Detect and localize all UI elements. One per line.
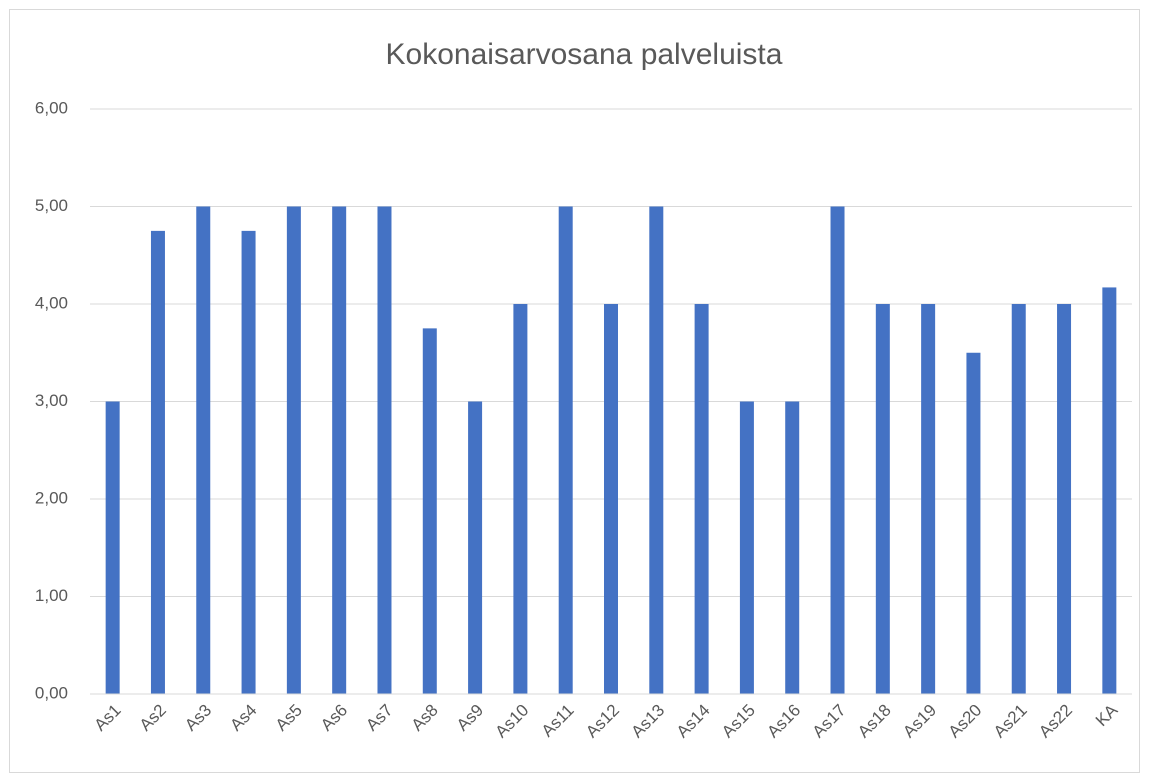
- chart-title: Kokonaisarvosana palveluista: [386, 38, 783, 71]
- bar: [875, 304, 890, 694]
- bar: [105, 401, 120, 694]
- bar: [468, 401, 483, 694]
- bar: [558, 206, 573, 694]
- y-tick-label: 6,00: [35, 98, 68, 117]
- y-tick-label: 5,00: [35, 196, 68, 215]
- y-tick-label: 1,00: [35, 586, 68, 605]
- bar: [1102, 287, 1117, 694]
- bar: [739, 401, 754, 694]
- bar: [513, 304, 528, 694]
- y-tick-label: 3,00: [35, 391, 68, 410]
- y-tick-label: 0,00: [35, 683, 68, 702]
- bar: [241, 230, 256, 694]
- bar: [694, 304, 709, 694]
- bar: [377, 206, 392, 694]
- bar: [422, 328, 437, 694]
- bar: [150, 230, 165, 694]
- bar: [966, 352, 981, 694]
- bar: [921, 304, 936, 694]
- bar: [332, 206, 347, 694]
- y-tick-label: 2,00: [35, 488, 68, 507]
- bar: [1011, 304, 1026, 694]
- bar: [604, 304, 618, 694]
- bar: [1057, 304, 1072, 694]
- bar: [196, 206, 211, 694]
- bar: [830, 206, 845, 694]
- bar: [649, 206, 664, 694]
- bar: [286, 206, 301, 694]
- bar: [785, 401, 800, 694]
- y-tick-label: 4,00: [35, 293, 68, 312]
